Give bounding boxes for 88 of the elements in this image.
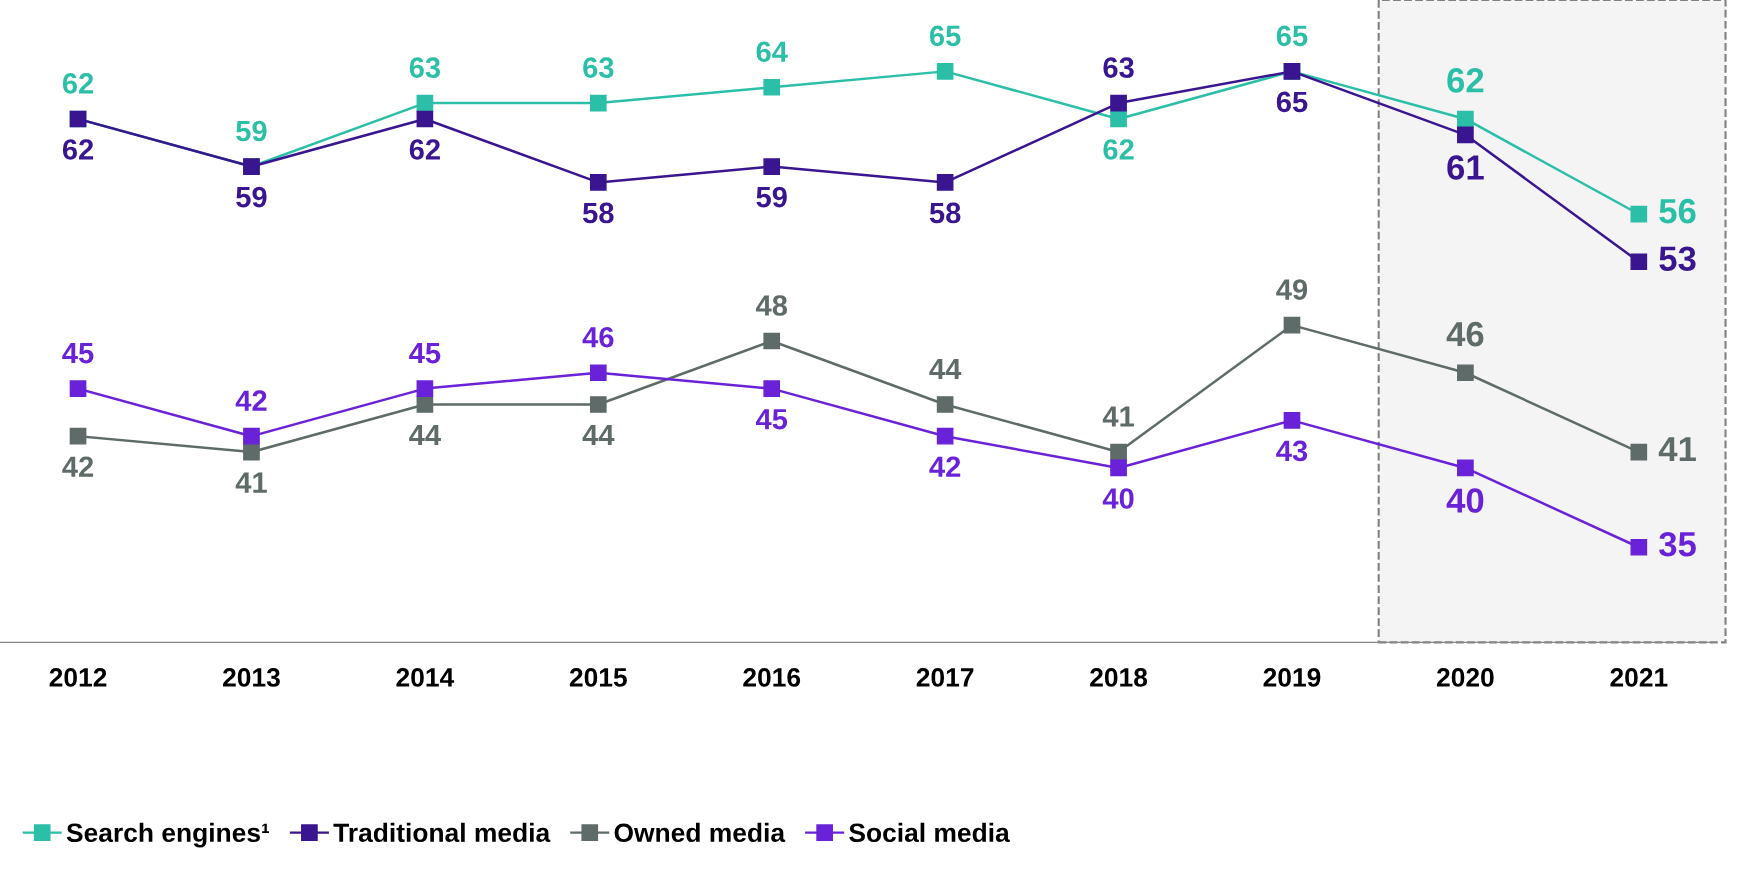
data-label: 43 bbox=[1276, 440, 1308, 462]
data-label: 41 bbox=[1102, 406, 1134, 427]
point bbox=[416, 94, 434, 112]
point bbox=[1630, 538, 1648, 556]
data-label: 58 bbox=[929, 202, 961, 224]
x-tick-label: 2018 bbox=[1090, 668, 1148, 687]
data-label: 46 bbox=[1446, 321, 1484, 347]
data-label: 59 bbox=[236, 186, 267, 208]
point bbox=[1457, 364, 1474, 382]
point bbox=[1630, 253, 1648, 271]
data-label: 46 bbox=[582, 326, 614, 348]
data-label: 62 bbox=[409, 139, 440, 160]
data-label: 62 bbox=[1103, 139, 1134, 160]
data-label: 40 bbox=[1446, 488, 1484, 513]
point bbox=[1110, 443, 1127, 461]
data-label: 65 bbox=[1276, 91, 1308, 113]
point bbox=[763, 380, 781, 397]
data-label: 65 bbox=[929, 25, 961, 47]
point bbox=[763, 332, 781, 350]
x-tick-label: 2021 bbox=[1610, 668, 1668, 687]
x-tick-label: 2020 bbox=[1436, 668, 1494, 687]
point bbox=[243, 427, 260, 445]
point bbox=[1110, 110, 1127, 128]
data-label: 44 bbox=[929, 358, 962, 379]
data-label: 63 bbox=[1103, 57, 1134, 78]
data-label: 35 bbox=[1659, 531, 1696, 557]
legend-label: Traditional media bbox=[333, 822, 551, 843]
point bbox=[1630, 443, 1648, 461]
point bbox=[763, 78, 781, 96]
data-label: 42 bbox=[62, 456, 94, 477]
x-tick-label: 2015 bbox=[569, 668, 627, 687]
point bbox=[243, 443, 260, 461]
point bbox=[936, 396, 954, 413]
point bbox=[416, 110, 434, 128]
point bbox=[69, 427, 87, 445]
point bbox=[936, 63, 954, 80]
data-label: 45 bbox=[755, 409, 788, 430]
point bbox=[1283, 316, 1301, 334]
x-tick-label: 2019 bbox=[1263, 668, 1321, 687]
point bbox=[1457, 459, 1474, 477]
x-tick-label: 2017 bbox=[916, 668, 974, 687]
data-label: 63 bbox=[583, 57, 614, 78]
x-tick-label: 2012 bbox=[49, 668, 107, 687]
data-label: 42 bbox=[929, 456, 961, 477]
data-label: 41 bbox=[1658, 437, 1696, 462]
data-label: 41 bbox=[235, 472, 267, 493]
data-label: 62 bbox=[62, 73, 94, 94]
point bbox=[589, 174, 607, 191]
point bbox=[1630, 205, 1648, 223]
data-label: 59 bbox=[756, 186, 787, 208]
point bbox=[936, 427, 954, 445]
point bbox=[936, 174, 954, 191]
x-tick-label: 2016 bbox=[743, 668, 801, 687]
point bbox=[589, 396, 607, 413]
data-label: 48 bbox=[755, 295, 788, 316]
data-label: 59 bbox=[236, 120, 267, 142]
data-label: 53 bbox=[1659, 246, 1696, 272]
legend-label: Social media bbox=[849, 822, 1010, 843]
data-label: 44 bbox=[582, 424, 615, 446]
data-label: 49 bbox=[1276, 279, 1308, 300]
x-tick-label: 2014 bbox=[396, 668, 455, 687]
point bbox=[1457, 110, 1474, 128]
data-label: 58 bbox=[582, 202, 614, 224]
data-label: 61 bbox=[1447, 155, 1484, 180]
point bbox=[416, 380, 434, 397]
data-label: 42 bbox=[235, 390, 267, 411]
point bbox=[589, 94, 607, 112]
data-label: 45 bbox=[62, 343, 94, 364]
legend-label: Search engines¹ bbox=[66, 822, 269, 848]
x-tick-label: 2013 bbox=[223, 668, 280, 687]
data-label: 62 bbox=[1447, 68, 1484, 93]
point bbox=[416, 396, 434, 413]
point bbox=[1457, 126, 1474, 144]
data-label: 56 bbox=[1659, 198, 1696, 224]
data-label: 62 bbox=[62, 139, 94, 160]
data-label: 65 bbox=[1276, 25, 1308, 47]
point bbox=[763, 158, 781, 175]
data-label: 45 bbox=[409, 343, 441, 364]
data-label: 63 bbox=[409, 57, 441, 78]
legend-label: Owned media bbox=[614, 822, 786, 843]
data-label: 64 bbox=[756, 41, 788, 63]
point bbox=[1283, 412, 1301, 429]
point bbox=[589, 364, 607, 382]
data-label: 40 bbox=[1102, 488, 1134, 509]
point bbox=[69, 380, 87, 397]
point bbox=[1110, 94, 1127, 112]
point bbox=[1110, 459, 1127, 477]
data-label: 44 bbox=[409, 424, 441, 446]
